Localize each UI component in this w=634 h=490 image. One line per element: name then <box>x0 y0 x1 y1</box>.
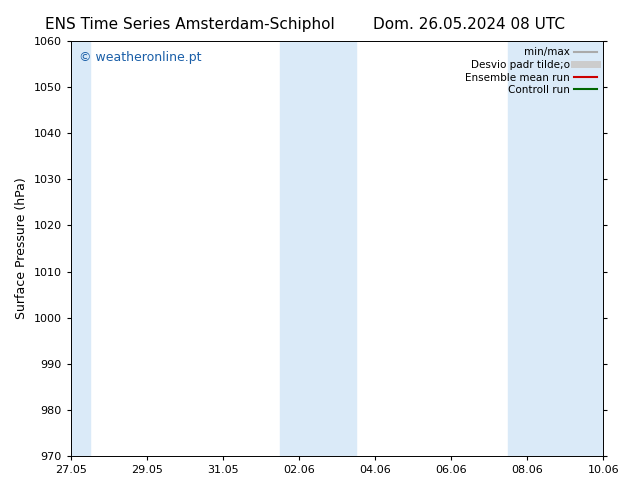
Y-axis label: Surface Pressure (hPa): Surface Pressure (hPa) <box>15 178 28 319</box>
Bar <box>508 41 622 456</box>
Text: ENS Time Series Amsterdam-Schiphol: ENS Time Series Amsterdam-Schiphol <box>45 17 335 32</box>
Text: Dom. 26.05.2024 08 UTC: Dom. 26.05.2024 08 UTC <box>373 17 565 32</box>
Bar <box>280 41 356 456</box>
Text: © weatheronline.pt: © weatheronline.pt <box>79 51 201 64</box>
Legend: min/max, Desvio padr tilde;o, Ensemble mean run, Controll run: min/max, Desvio padr tilde;o, Ensemble m… <box>461 43 601 99</box>
Bar <box>71 41 90 456</box>
